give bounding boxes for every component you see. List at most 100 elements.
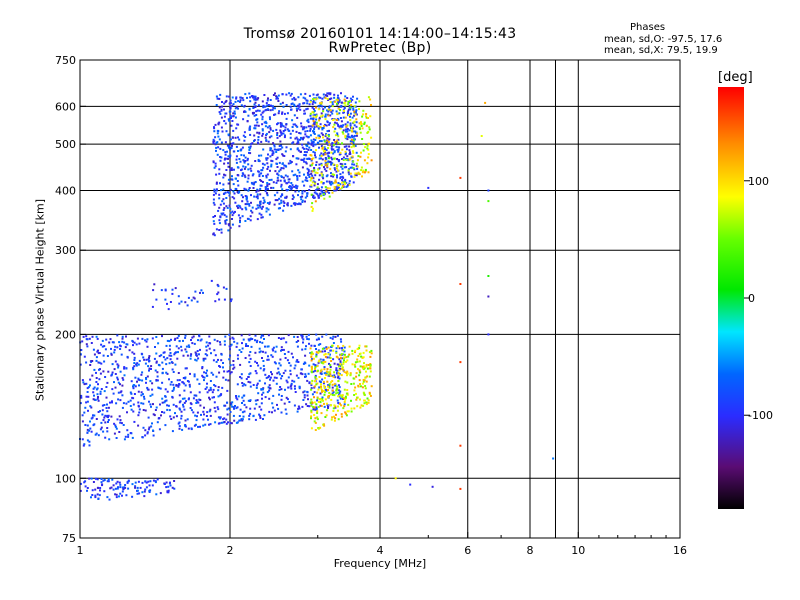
data-point [222, 376, 225, 379]
data-point [349, 97, 352, 100]
data-point [364, 168, 367, 171]
data-point [352, 181, 355, 184]
data-point [115, 482, 118, 485]
data-point [241, 411, 244, 414]
data-point [269, 109, 272, 112]
data-point [262, 106, 265, 109]
data-point [346, 389, 349, 391]
data-point [279, 140, 282, 143]
data-point [283, 136, 286, 139]
data-point [342, 344, 345, 347]
data-point [125, 335, 127, 338]
data-point [362, 391, 365, 394]
data-point [345, 159, 348, 161]
data-point [333, 394, 336, 397]
data-point [190, 353, 193, 356]
data-point [322, 136, 324, 139]
data-point [249, 399, 252, 402]
data-point [232, 183, 235, 186]
data-point [333, 93, 336, 96]
data-point [213, 406, 216, 409]
data-point [154, 409, 157, 411]
data-point [313, 109, 316, 112]
data-point [303, 109, 306, 112]
data-point [335, 355, 338, 358]
data-point [330, 175, 333, 178]
data-point [296, 125, 299, 128]
data-point [338, 386, 341, 389]
data-point [261, 134, 264, 137]
data-point [166, 408, 169, 411]
data-point [326, 166, 329, 169]
data-point [370, 104, 372, 106]
data-point [98, 368, 100, 371]
data-point [270, 165, 273, 168]
data-point [194, 290, 197, 293]
data-point [268, 389, 271, 392]
data-point [286, 398, 289, 401]
data-point [219, 416, 222, 419]
data-point [208, 335, 211, 338]
data-point [303, 361, 306, 364]
data-point [330, 147, 333, 150]
data-point [332, 349, 335, 352]
data-point [317, 401, 320, 403]
data-point [119, 391, 122, 394]
data-point [167, 308, 170, 311]
data-point [115, 427, 118, 430]
data-point [326, 95, 329, 97]
data-point [337, 389, 340, 392]
data-point [280, 338, 283, 340]
data-point [240, 334, 243, 337]
data-point [311, 103, 314, 106]
data-point [310, 417, 312, 420]
data-point [223, 120, 226, 122]
data-point [302, 362, 305, 365]
data-point [279, 386, 282, 388]
data-point [331, 173, 334, 176]
data-point [246, 96, 248, 99]
data-point [108, 438, 111, 441]
data-point [326, 130, 329, 133]
data-point [231, 401, 234, 404]
data-point [359, 406, 362, 409]
data-point [321, 148, 324, 151]
data-point [278, 145, 281, 147]
data-point [323, 393, 326, 396]
data-point [334, 405, 337, 408]
data-point [98, 352, 101, 354]
data-point [270, 186, 273, 189]
data-point [112, 392, 115, 395]
data-point [109, 338, 112, 341]
data-point [369, 367, 372, 370]
data-point [321, 347, 324, 350]
data-point [331, 380, 334, 383]
data-point [367, 148, 370, 151]
data-point [219, 112, 222, 115]
data-point [184, 348, 187, 351]
data-point [347, 403, 350, 406]
data-point [306, 167, 309, 170]
data-point [319, 157, 322, 160]
data-point [268, 183, 271, 186]
data-point [107, 370, 110, 373]
data-point [89, 427, 92, 430]
data-point [250, 194, 252, 197]
data-point [219, 182, 221, 185]
data-point [307, 338, 310, 341]
data-point [344, 163, 347, 166]
data-point [305, 144, 308, 147]
data-point [171, 486, 174, 489]
data-point [242, 399, 245, 402]
data-point [265, 139, 268, 142]
data-point [269, 149, 272, 152]
data-point [182, 354, 185, 357]
data-point [249, 365, 252, 367]
data-point [355, 174, 358, 177]
data-point [293, 105, 296, 107]
data-point [368, 375, 371, 378]
data-point [215, 173, 218, 176]
data-point [175, 405, 178, 408]
data-point [337, 375, 340, 378]
data-point [333, 130, 336, 133]
